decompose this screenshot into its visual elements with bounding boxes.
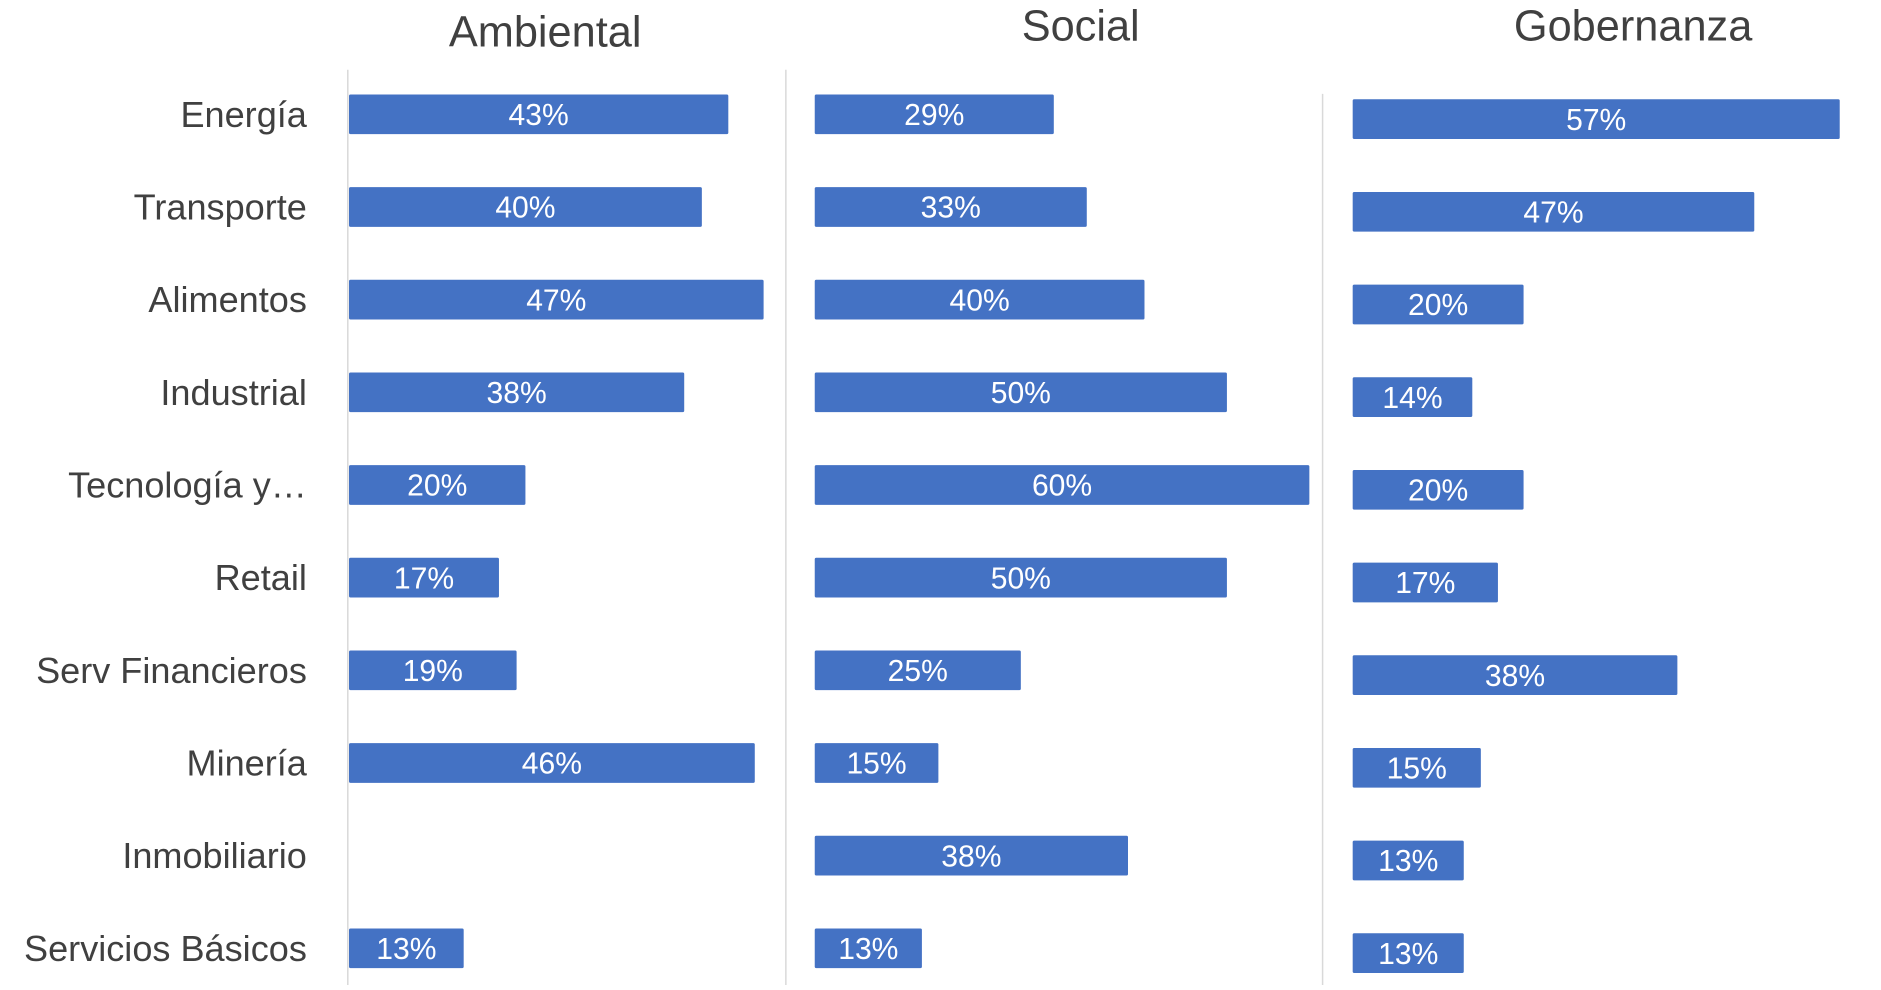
data-label-gobernanza-alimentos: 20% bbox=[1408, 289, 1468, 322]
data-label-social-tecnologia-y: 60% bbox=[1032, 470, 1092, 503]
data-label-gobernanza-tecnologia-y: 20% bbox=[1408, 475, 1468, 508]
data-label-ambiental-alimentos: 47% bbox=[526, 284, 586, 317]
category-label-serv-financieros: Serv Financieros bbox=[36, 650, 307, 691]
bar-gobernanza-energia bbox=[1352, 99, 1840, 139]
bar-gobernanza-retail bbox=[1352, 562, 1498, 603]
data-label-gobernanza-mineria: 15% bbox=[1387, 753, 1447, 786]
bar-gobernanza-transporte bbox=[1352, 191, 1755, 232]
bar-ambiental-industrial bbox=[349, 372, 685, 413]
data-label-ambiental-retail: 17% bbox=[394, 562, 454, 595]
bar-gobernanza-alimentos bbox=[1352, 284, 1524, 325]
bar-social-servicios-basicos bbox=[814, 928, 922, 969]
data-label-gobernanza-serv-financieros: 38% bbox=[1485, 660, 1545, 693]
data-label-social-retail: 50% bbox=[991, 562, 1051, 595]
data-label-ambiental-transporte: 40% bbox=[495, 192, 555, 225]
bar-social-retail bbox=[814, 557, 1227, 598]
bar-gobernanza-industrial bbox=[1352, 377, 1473, 417]
data-label-gobernanza-energia: 57% bbox=[1566, 104, 1626, 137]
bar-ambiental-servicios-basicos bbox=[349, 928, 464, 969]
category-label-mineria: Minería bbox=[187, 742, 308, 783]
bar-gobernanza-tecnologia-y bbox=[1352, 469, 1524, 510]
bar-ambiental-transporte bbox=[349, 187, 702, 227]
bar-gobernanza-servicios-basicos bbox=[1352, 933, 1464, 973]
category-label-industrial: Industrial bbox=[160, 372, 306, 413]
bar-social-serv-financieros bbox=[814, 650, 1021, 691]
data-label-gobernanza-industrial: 14% bbox=[1382, 382, 1442, 415]
bar-ambiental-serv-financieros bbox=[349, 650, 517, 691]
data-label-social-servicios-basicos: 13% bbox=[838, 933, 898, 966]
category-label-inmobiliario: Inmobiliario bbox=[122, 835, 307, 876]
data-label-ambiental-serv-financieros: 19% bbox=[403, 655, 463, 688]
panel-title-social: Social bbox=[1022, 2, 1140, 50]
bar-ambiental-retail bbox=[349, 557, 499, 598]
data-label-ambiental-energia: 43% bbox=[509, 99, 569, 132]
data-label-ambiental-servicios-basicos: 13% bbox=[376, 933, 436, 966]
bar-ambiental-energia bbox=[349, 94, 729, 135]
bar-gobernanza-mineria bbox=[1352, 747, 1481, 788]
category-label-retail: Retail bbox=[215, 557, 307, 598]
bar-ambiental-alimentos bbox=[349, 279, 764, 320]
bar-social-inmobiliario bbox=[814, 835, 1128, 876]
data-label-social-inmobiliario: 38% bbox=[941, 840, 1001, 873]
bar-social-energia bbox=[814, 94, 1054, 135]
data-label-gobernanza-inmobiliario: 13% bbox=[1378, 845, 1438, 878]
data-label-social-energia: 29% bbox=[904, 99, 964, 132]
data-label-social-alimentos: 40% bbox=[950, 284, 1010, 317]
data-label-gobernanza-transporte: 47% bbox=[1523, 197, 1583, 230]
bar-ambiental-mineria bbox=[349, 743, 755, 783]
data-label-social-serv-financieros: 25% bbox=[888, 655, 948, 688]
bar-gobernanza-inmobiliario bbox=[1352, 840, 1464, 881]
data-label-gobernanza-retail: 17% bbox=[1395, 567, 1455, 600]
data-label-ambiental-industrial: 38% bbox=[487, 377, 547, 410]
data-label-gobernanza-servicios-basicos: 13% bbox=[1378, 938, 1438, 971]
data-label-ambiental-mineria: 46% bbox=[522, 748, 582, 781]
panel-title-ambiental: Ambiental bbox=[449, 8, 642, 56]
bar-social-industrial bbox=[814, 372, 1227, 413]
data-label-social-transporte: 33% bbox=[921, 192, 981, 225]
category-label-transporte: Transporte bbox=[134, 186, 307, 227]
category-label-tecnologia-y: Tecnología y… bbox=[68, 464, 307, 505]
bar-social-transporte bbox=[814, 187, 1087, 227]
panel-title-gobernanza: Gobernanza bbox=[1514, 2, 1753, 50]
bar-ambiental-tecnologia-y bbox=[349, 465, 526, 505]
bar-social-alimentos bbox=[814, 279, 1145, 320]
bar-social-tecnologia-y bbox=[814, 465, 1310, 505]
bar-gobernanza-serv-financieros bbox=[1352, 655, 1678, 695]
category-label-energia: Energía bbox=[180, 94, 307, 135]
category-label-servicios-basicos: Servicios Básicos bbox=[24, 928, 307, 969]
data-label-social-industrial: 50% bbox=[991, 377, 1051, 410]
data-label-ambiental-tecnologia-y: 20% bbox=[407, 470, 467, 503]
category-label-alimentos: Alimentos bbox=[148, 279, 306, 320]
bar-social-mineria bbox=[814, 743, 939, 783]
data-label-social-mineria: 15% bbox=[846, 748, 906, 781]
